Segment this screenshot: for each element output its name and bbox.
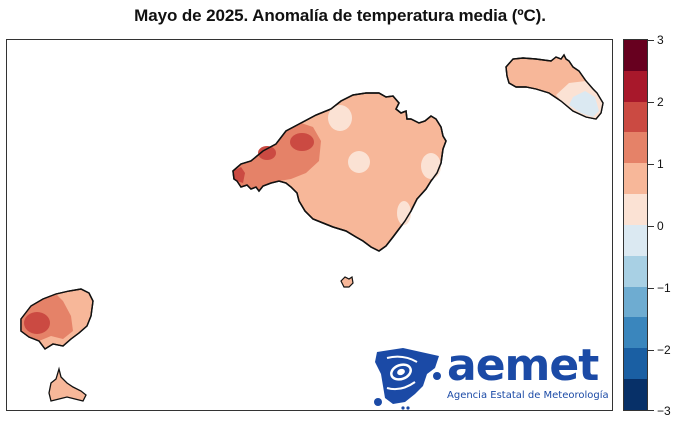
balearic-islands-map (20, 53, 604, 402)
colorbar-tick-label: 0 (657, 219, 664, 233)
island-ibiza (20, 288, 94, 350)
colorbar (623, 39, 648, 411)
colorbar-tick (648, 102, 654, 103)
colorbar-tick (648, 410, 654, 411)
colorbar-bin (624, 163, 647, 195)
colorbar-bin (624, 101, 647, 133)
colorbar-tick (648, 226, 654, 227)
colorbar-bin (624, 224, 647, 256)
colorbar-bin (624, 317, 647, 349)
colorbar-bin (624, 255, 647, 287)
aemet-wordmark: aemet (447, 340, 599, 391)
island-mallorca (232, 92, 447, 252)
colorbar-bin (624, 70, 647, 102)
colorbar-bin (624, 132, 647, 164)
map-frame: aemet Agencia Estatal de Meteorología (6, 39, 613, 411)
colorbar-tick (648, 40, 654, 41)
island-formentera (48, 366, 87, 402)
colorbar-bin (624, 40, 647, 71)
colorbar-bin (624, 379, 647, 410)
colorbar-bin (624, 194, 647, 225)
colorbar-bin (624, 348, 647, 380)
island-menorca (505, 53, 604, 120)
colorbar-tick (648, 288, 654, 289)
colorbar-tick-label: −3 (657, 404, 671, 418)
colorbar-tick-label: −2 (657, 343, 671, 357)
map-title: Mayo de 2025. Anomalía de temperatura me… (134, 6, 546, 25)
colorbar-tick-label: 3 (657, 33, 664, 47)
colorbar-tick-label: −1 (657, 281, 671, 295)
colorbar-tick-label: 1 (657, 157, 664, 171)
colorbar-tick (648, 164, 654, 165)
colorbar-tick-label: 2 (657, 95, 664, 109)
colorbar-tick (648, 350, 654, 351)
colorbar-bin (624, 286, 647, 318)
aemet-spain-icon (374, 348, 441, 410)
island-cabrera (340, 275, 354, 288)
aemet-subtitle: Agencia Estatal de Meteorología (447, 390, 609, 401)
aemet-logo: aemet Agencia Estatal de Meteorología (373, 340, 613, 410)
